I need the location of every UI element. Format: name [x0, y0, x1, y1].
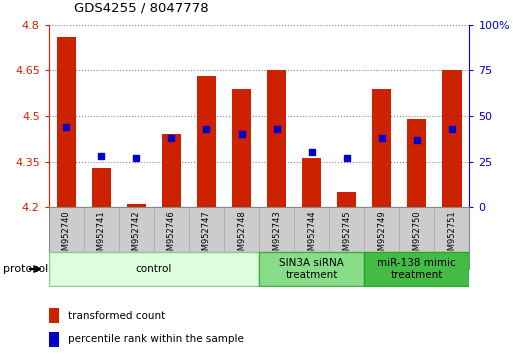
Bar: [364, 207, 399, 269]
Text: GSM952747: GSM952747: [202, 210, 211, 261]
Bar: [224, 207, 259, 269]
Bar: [435, 207, 469, 269]
Bar: [302, 159, 321, 207]
Text: GSM952749: GSM952749: [377, 210, 386, 261]
Text: protocol: protocol: [3, 264, 48, 274]
Text: GSM952751: GSM952751: [447, 210, 457, 261]
Text: GSM952750: GSM952750: [412, 210, 421, 261]
Bar: [259, 207, 294, 269]
Text: GSM952743: GSM952743: [272, 210, 281, 261]
Text: percentile rank within the sample: percentile rank within the sample: [68, 334, 244, 344]
Text: transformed count: transformed count: [68, 311, 165, 321]
Bar: [49, 252, 259, 286]
Text: GSM952740: GSM952740: [62, 210, 71, 261]
Bar: [442, 70, 462, 207]
Text: miR-138 mimic
treatment: miR-138 mimic treatment: [378, 258, 456, 280]
Text: GDS4255 / 8047778: GDS4255 / 8047778: [74, 1, 209, 14]
Bar: [197, 76, 216, 207]
Bar: [92, 167, 111, 207]
Text: GSM952745: GSM952745: [342, 210, 351, 261]
Bar: [372, 88, 391, 207]
Bar: [49, 308, 59, 323]
Bar: [119, 207, 154, 269]
Bar: [162, 134, 181, 207]
Bar: [189, 207, 224, 269]
Bar: [84, 207, 119, 269]
Bar: [49, 332, 59, 347]
Bar: [154, 207, 189, 269]
Bar: [329, 207, 364, 269]
Text: SIN3A siRNA
treatment: SIN3A siRNA treatment: [279, 258, 344, 280]
Bar: [259, 252, 364, 286]
Bar: [127, 204, 146, 207]
Bar: [56, 37, 76, 207]
Bar: [364, 252, 469, 286]
Text: control: control: [136, 264, 172, 274]
Bar: [407, 119, 426, 207]
Bar: [232, 88, 251, 207]
Bar: [49, 207, 84, 269]
Bar: [399, 207, 435, 269]
Text: GSM952748: GSM952748: [237, 210, 246, 261]
Bar: [267, 70, 286, 207]
Text: GSM952741: GSM952741: [97, 210, 106, 261]
Text: GSM952744: GSM952744: [307, 210, 316, 261]
Bar: [294, 207, 329, 269]
Text: GSM952742: GSM952742: [132, 210, 141, 261]
Text: GSM952746: GSM952746: [167, 210, 176, 261]
Bar: [337, 192, 357, 207]
